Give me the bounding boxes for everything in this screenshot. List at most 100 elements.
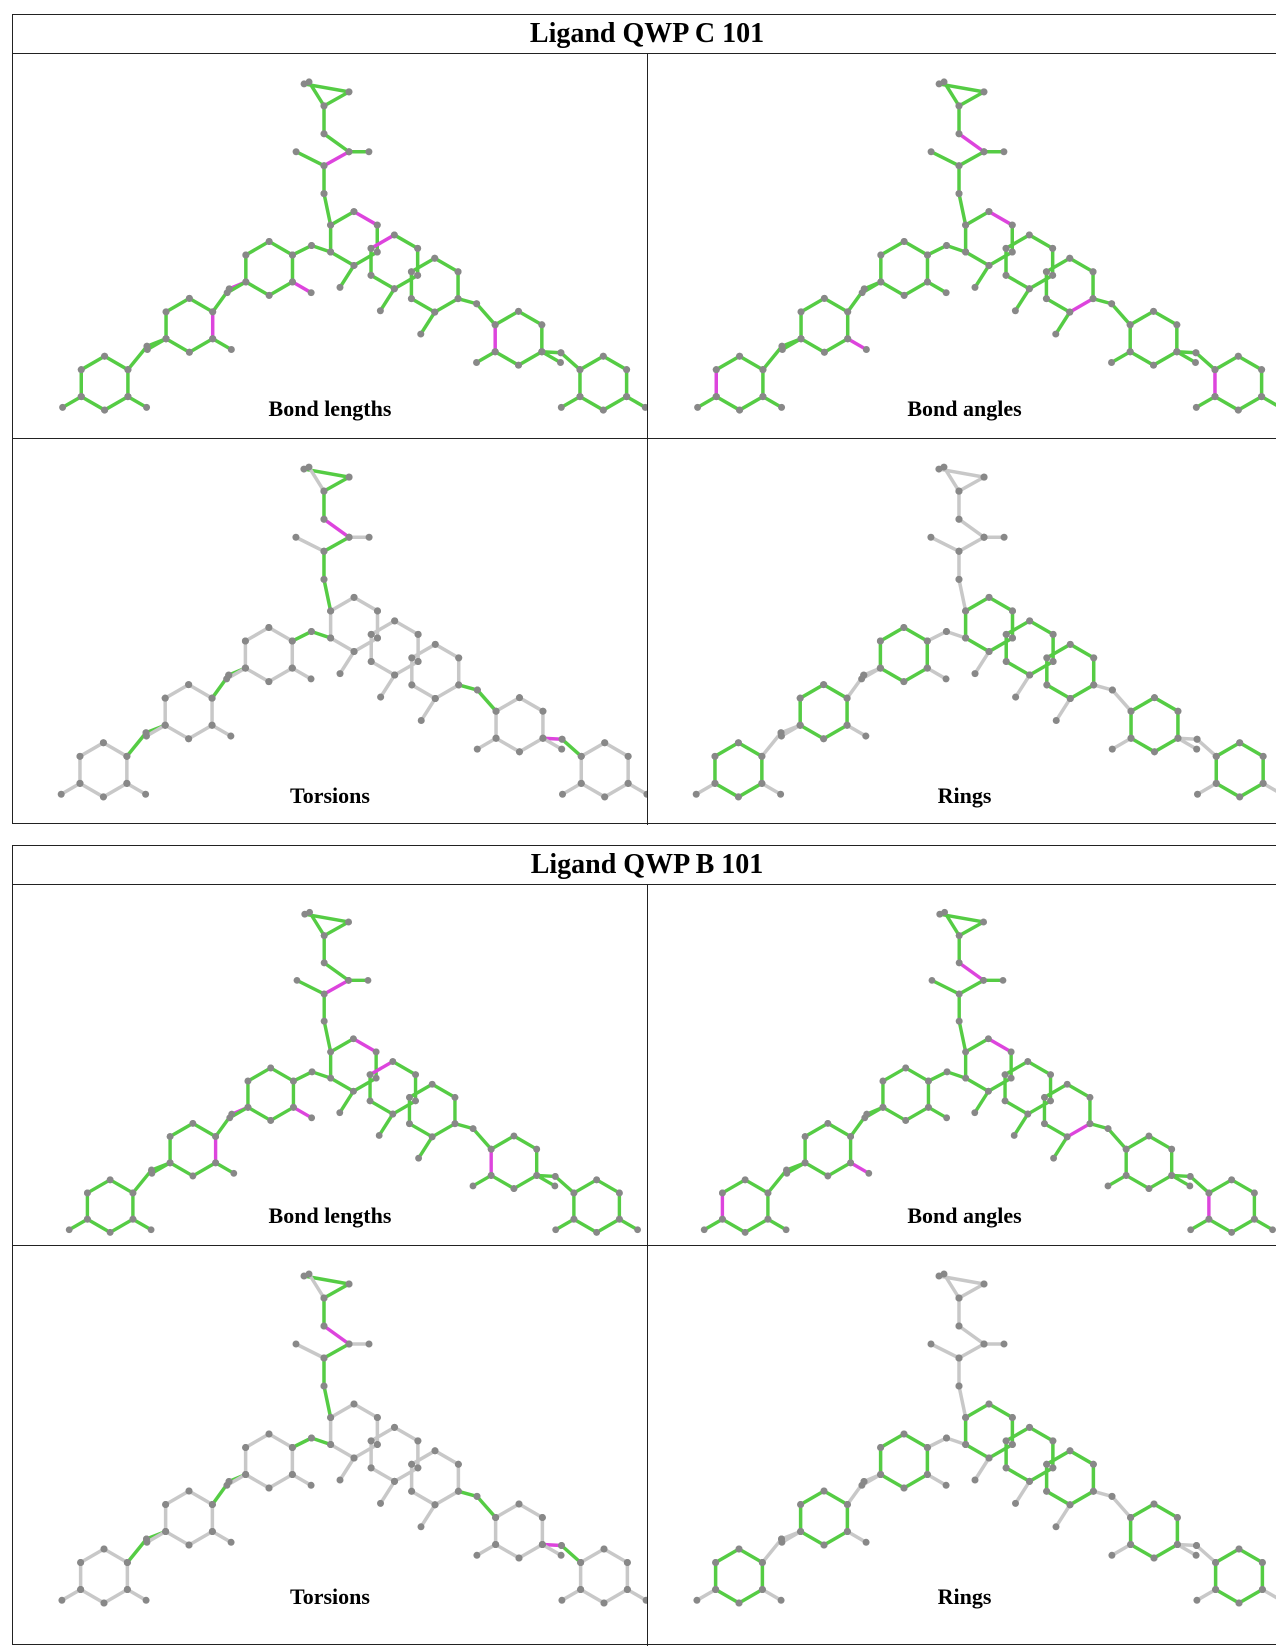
molecule bbox=[648, 885, 1276, 1245]
atom bbox=[289, 251, 296, 258]
atom bbox=[408, 1488, 415, 1495]
molecule bbox=[13, 885, 647, 1245]
atom bbox=[1003, 245, 1010, 252]
atom bbox=[1212, 1559, 1219, 1566]
atom bbox=[391, 1424, 398, 1431]
atom bbox=[345, 977, 352, 984]
atom bbox=[824, 1173, 831, 1180]
bond bbox=[104, 1549, 127, 1563]
bond bbox=[988, 1039, 1011, 1052]
bond bbox=[1130, 311, 1153, 324]
atom bbox=[290, 1104, 297, 1111]
bond bbox=[801, 1532, 824, 1546]
atom bbox=[558, 746, 565, 753]
bond bbox=[881, 1434, 904, 1448]
bond bbox=[904, 627, 927, 641]
atom bbox=[798, 335, 805, 342]
atom bbox=[847, 1133, 854, 1140]
atom bbox=[956, 1323, 963, 1330]
bond bbox=[496, 1504, 519, 1518]
bond bbox=[394, 275, 417, 288]
atom bbox=[955, 576, 962, 583]
atom bbox=[350, 262, 357, 269]
bond bbox=[496, 738, 519, 752]
bond bbox=[80, 743, 103, 757]
atom bbox=[877, 278, 884, 285]
atom bbox=[1009, 222, 1016, 229]
bond bbox=[296, 537, 324, 551]
bond bbox=[409, 1124, 432, 1137]
bond bbox=[496, 1545, 519, 1559]
atom bbox=[515, 308, 522, 315]
atom bbox=[1186, 1183, 1193, 1190]
atom bbox=[432, 1501, 439, 1508]
bond bbox=[800, 685, 823, 699]
page: Ligand QWP C 101 Bond lengths Bond angle… bbox=[0, 0, 1276, 1624]
atom bbox=[1003, 272, 1010, 279]
caption: Bond lengths bbox=[13, 1203, 647, 1229]
atom bbox=[1009, 607, 1016, 614]
atom bbox=[539, 708, 546, 715]
atom bbox=[374, 1414, 381, 1421]
atom bbox=[455, 654, 462, 661]
bond bbox=[296, 1344, 324, 1358]
bond bbox=[371, 1468, 394, 1482]
atom bbox=[242, 251, 249, 258]
bond bbox=[1070, 299, 1093, 312]
atom bbox=[162, 722, 169, 729]
atom bbox=[185, 681, 192, 688]
atom bbox=[337, 670, 344, 677]
atom bbox=[308, 628, 315, 635]
bond bbox=[1029, 275, 1052, 288]
atom bbox=[956, 932, 963, 939]
atom bbox=[1003, 631, 1010, 638]
bond bbox=[966, 638, 989, 652]
atom bbox=[186, 295, 193, 302]
atom bbox=[877, 665, 884, 672]
bond bbox=[906, 1107, 929, 1120]
bond bbox=[380, 289, 394, 311]
atom bbox=[941, 1271, 948, 1278]
bond bbox=[555, 1176, 574, 1193]
atom bbox=[880, 1078, 887, 1085]
bond bbox=[824, 1532, 847, 1546]
bond bbox=[331, 597, 354, 611]
bond bbox=[412, 1491, 435, 1505]
bond bbox=[354, 1404, 377, 1418]
atom bbox=[391, 231, 398, 238]
atom bbox=[1173, 348, 1180, 355]
atom bbox=[1213, 753, 1220, 760]
bond bbox=[966, 252, 989, 265]
atom bbox=[432, 1447, 439, 1454]
atom bbox=[1105, 1125, 1112, 1132]
bond bbox=[562, 739, 581, 756]
atom bbox=[929, 977, 936, 984]
atom bbox=[77, 1559, 84, 1566]
atom bbox=[821, 1542, 828, 1549]
atom bbox=[415, 631, 422, 638]
bond bbox=[828, 1123, 851, 1136]
atom bbox=[327, 1075, 334, 1082]
atom bbox=[1128, 708, 1135, 715]
atom bbox=[820, 681, 827, 688]
caption: Rings bbox=[648, 1584, 1276, 1610]
atom bbox=[408, 295, 415, 302]
atom bbox=[844, 335, 851, 342]
atom bbox=[337, 1477, 344, 1484]
bond bbox=[1056, 1505, 1070, 1527]
atom bbox=[418, 1523, 425, 1530]
bond bbox=[722, 1180, 745, 1193]
molecule bbox=[13, 439, 647, 825]
bond bbox=[1029, 235, 1052, 248]
atom bbox=[778, 733, 785, 740]
molecule bbox=[648, 1246, 1276, 1626]
atom bbox=[228, 346, 235, 353]
bond bbox=[1016, 675, 1030, 697]
atom bbox=[373, 1075, 380, 1082]
bond bbox=[931, 1344, 959, 1358]
atom bbox=[84, 1190, 91, 1197]
atom bbox=[981, 1341, 988, 1348]
bond bbox=[828, 1163, 851, 1176]
bond bbox=[975, 1458, 989, 1480]
atom bbox=[559, 736, 566, 743]
